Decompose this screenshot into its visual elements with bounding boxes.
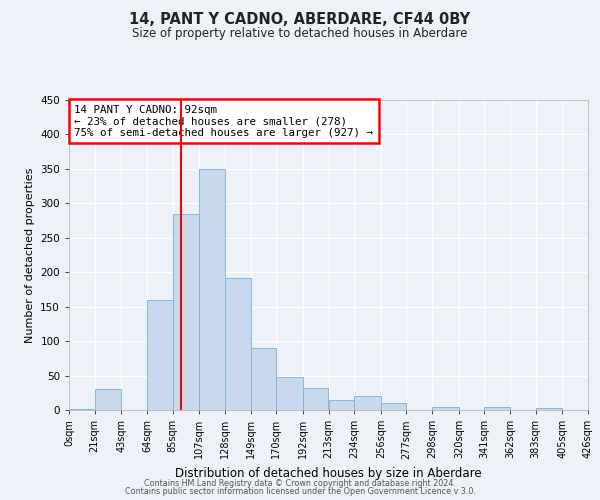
Bar	[381, 403, 406, 410]
Bar	[354, 396, 381, 410]
Bar	[329, 400, 354, 410]
Bar	[484, 406, 510, 410]
Y-axis label: Number of detached properties: Number of detached properties	[25, 168, 35, 342]
X-axis label: Distribution of detached houses by size in Aberdare: Distribution of detached houses by size …	[175, 467, 482, 480]
Text: Contains HM Land Registry data © Crown copyright and database right 2024.: Contains HM Land Registry data © Crown c…	[144, 478, 456, 488]
Text: 14, PANT Y CADNO, ABERDARE, CF44 0BY: 14, PANT Y CADNO, ABERDARE, CF44 0BY	[130, 12, 470, 28]
Bar	[199, 169, 225, 410]
Bar	[432, 406, 459, 410]
Bar	[303, 388, 329, 410]
Bar	[147, 300, 173, 410]
Bar	[95, 390, 121, 410]
Bar	[251, 348, 276, 410]
Bar	[225, 278, 251, 410]
Bar	[173, 214, 199, 410]
Text: 14 PANT Y CADNO: 92sqm
← 23% of detached houses are smaller (278)
75% of semi-de: 14 PANT Y CADNO: 92sqm ← 23% of detached…	[74, 104, 373, 138]
Text: Contains public sector information licensed under the Open Government Licence v : Contains public sector information licen…	[125, 487, 475, 496]
Bar	[276, 377, 303, 410]
Bar	[69, 408, 95, 410]
Text: Size of property relative to detached houses in Aberdare: Size of property relative to detached ho…	[133, 28, 467, 40]
Bar	[536, 408, 562, 410]
